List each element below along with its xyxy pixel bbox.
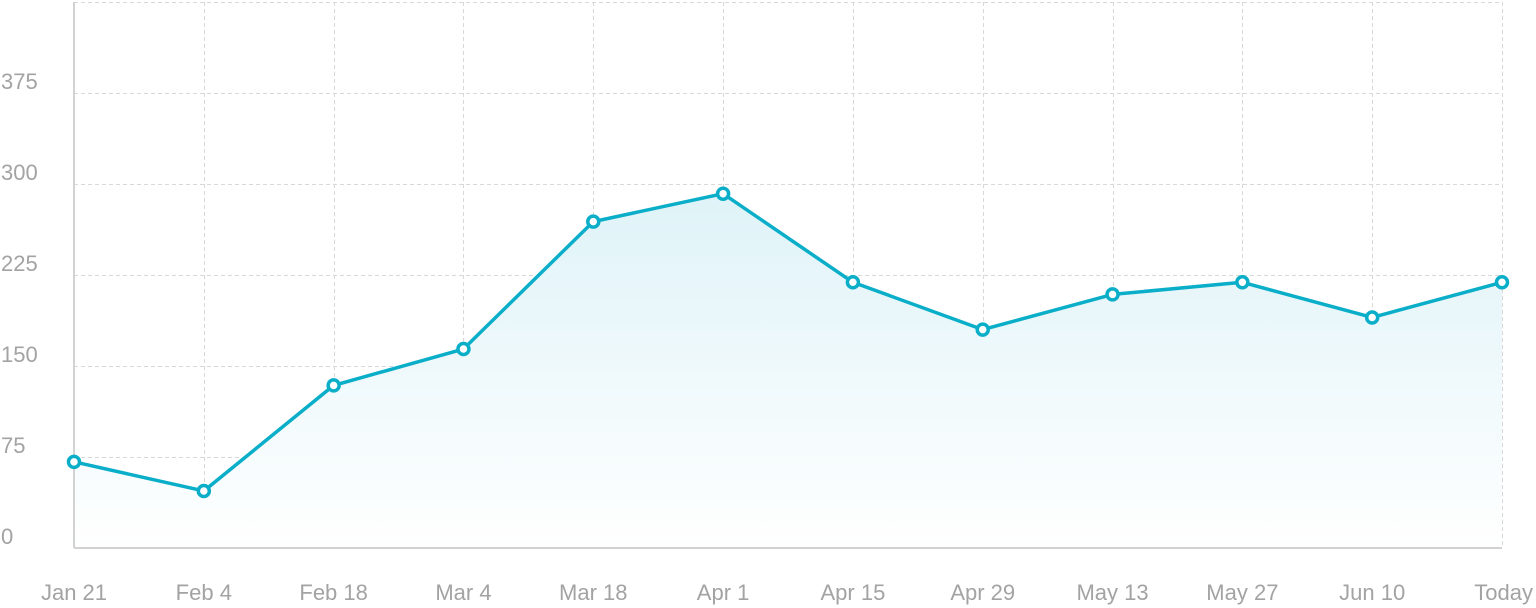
y-tick-label: 150 — [1, 342, 38, 367]
x-tick-label: Apr 1 — [697, 580, 750, 605]
x-tick-label: May 27 — [1206, 580, 1278, 605]
data-point[interactable] — [196, 483, 212, 499]
x-tick-label: Feb 4 — [176, 580, 232, 605]
series-lines — [72, 191, 1504, 493]
data-point[interactable] — [1494, 275, 1510, 290]
data-point[interactable] — [715, 186, 731, 201]
data-point[interactable] — [326, 378, 341, 393]
series-area — [74, 193, 1502, 548]
data-points — [66, 186, 1510, 499]
data-point[interactable] — [1235, 275, 1250, 290]
x-tick-label: Jun 10 — [1339, 580, 1405, 605]
data-point[interactable] — [66, 454, 82, 470]
x-tick-label: Today — [1474, 580, 1533, 605]
y-tick-label: 75 — [1, 433, 25, 458]
x-tick-label: May 13 — [1076, 580, 1148, 605]
x-tick-label: Jan 21 — [41, 580, 107, 605]
data-point[interactable] — [845, 275, 861, 290]
y-axis-tick-labels: 0 75 150 225 300 375 — [1, 69, 38, 549]
x-tick-label: Mar 18 — [559, 580, 627, 605]
y-tick-label: 300 — [1, 160, 38, 185]
y-tick-label: 375 — [1, 69, 38, 94]
x-tick-label: Feb 18 — [299, 580, 368, 605]
data-point[interactable] — [586, 214, 601, 229]
data-point[interactable] — [975, 322, 990, 337]
data-point[interactable] — [1364, 310, 1380, 325]
x-tick-label: Mar 4 — [435, 580, 491, 605]
area-fill — [74, 193, 1502, 548]
x-axis-tick-labels: Jan 21 Feb 4 Feb 18 Mar 4 Mar 18 Apr 1 Apr 15 A… — [41, 580, 1533, 605]
data-point[interactable] — [1105, 287, 1120, 302]
x-tick-label: Apr 29 — [950, 580, 1015, 605]
series-line — [72, 191, 1504, 493]
y-tick-label: 0 — [1, 524, 13, 549]
y-tick-label: 225 — [1, 251, 38, 276]
data-point[interactable] — [456, 341, 471, 357]
x-tick-label: Apr 15 — [820, 580, 885, 605]
